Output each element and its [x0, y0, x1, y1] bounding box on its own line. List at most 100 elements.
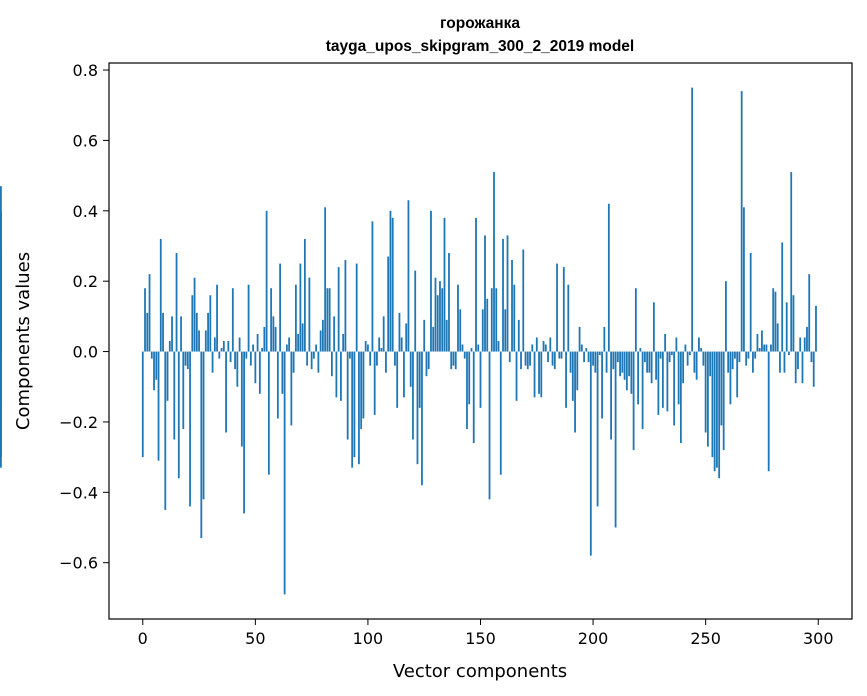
bar-87 [337, 267, 340, 352]
bar-175 [535, 337, 538, 352]
bar-264 [736, 351, 739, 398]
bar-133 [441, 288, 444, 352]
bar-49 [252, 344, 254, 352]
bar-undefined [0, 210, 2, 352]
bar-244 [691, 87, 694, 352]
bar-166 [515, 351, 518, 401]
bar-147 [472, 351, 475, 444]
bar-204 [601, 351, 603, 419]
bar-154 [488, 351, 491, 500]
bar-36 [222, 341, 225, 352]
bar-54 [263, 326, 266, 352]
bar-222 [641, 351, 644, 429]
bar-51 [256, 333, 259, 352]
bar-52 [258, 351, 261, 394]
bar-290 [794, 351, 797, 384]
bar-170 [524, 351, 527, 366]
x-tick-label: 0 [138, 629, 148, 648]
bar-172 [529, 351, 531, 366]
bar-263 [734, 351, 736, 359]
x-tick-label: 150 [465, 629, 496, 648]
bar-43 [238, 337, 241, 352]
bar-180 [547, 351, 549, 363]
bar-139 [454, 351, 457, 370]
bar-21 [189, 351, 191, 507]
chart-title: горожанка [440, 15, 520, 32]
bar-184 [556, 263, 558, 352]
bar-128 [430, 210, 432, 352]
bar-276 [763, 344, 766, 352]
bar-233 [666, 351, 669, 412]
bar-119 [409, 351, 412, 387]
y-tick-label: 0.4 [73, 202, 98, 221]
y-tick-label: 0.0 [73, 343, 98, 362]
bar-105 [378, 337, 381, 352]
bar-162 [506, 235, 509, 352]
bar-260 [727, 351, 730, 373]
bar-89 [342, 333, 345, 352]
bar-66 [290, 351, 293, 426]
bar-74 [308, 277, 311, 352]
bar-53 [261, 348, 263, 352]
bar-227 [652, 302, 655, 352]
bar-190 [569, 351, 572, 373]
bar-178 [542, 341, 545, 352]
bar-253 [711, 351, 714, 458]
bar-85 [333, 316, 336, 352]
bar-256 [718, 351, 721, 479]
bar-251 [707, 351, 709, 447]
bar-90 [344, 260, 347, 352]
bar-68 [294, 284, 297, 352]
bar-46 [245, 351, 248, 359]
bar-34 [218, 351, 221, 359]
bar-215 [625, 351, 628, 391]
bar-277 [765, 344, 768, 352]
bar-243 [688, 351, 691, 356]
bar-267 [743, 207, 745, 352]
bar-132 [439, 281, 441, 352]
bar-140 [457, 284, 459, 352]
bar-15 [175, 253, 178, 352]
bar-187 [562, 267, 565, 352]
bar-248 [700, 348, 703, 352]
bars-group [0, 87, 817, 595]
bar-214 [623, 351, 626, 380]
bar-234 [668, 351, 671, 363]
bar-150 [479, 351, 482, 408]
bar-145 [468, 351, 471, 405]
bar-261 [729, 351, 732, 405]
bar-258 [722, 351, 725, 451]
bar-254 [713, 351, 716, 472]
bar-110 [389, 210, 392, 352]
bar-217 [630, 351, 633, 394]
bar-196 [583, 351, 585, 363]
bar-167 [517, 319, 520, 352]
x-tick-label: 300 [803, 629, 834, 648]
bar-127 [427, 351, 430, 370]
bar-109 [387, 256, 390, 352]
bar-5 [153, 351, 155, 391]
bar-156 [493, 172, 495, 352]
x-tick-label: 100 [353, 629, 384, 648]
bar-288 [790, 172, 793, 352]
bar-270 [749, 253, 752, 352]
bar-39 [229, 351, 232, 363]
bar-191 [571, 351, 574, 401]
bar-97 [360, 351, 363, 429]
bar-69 [297, 333, 300, 352]
bar-101 [369, 351, 372, 366]
bar-88 [340, 351, 342, 401]
bar-289 [792, 295, 795, 352]
bar-48 [249, 351, 252, 366]
bar-35 [220, 348, 223, 352]
bar-65 [288, 337, 291, 352]
bar-226 [650, 351, 653, 384]
bar-189 [567, 284, 570, 352]
bar-11 [166, 351, 169, 401]
bar-136 [448, 253, 450, 352]
bar-169 [522, 249, 525, 352]
bar-50 [254, 351, 257, 384]
bar-220 [637, 351, 640, 405]
bar-295 [806, 326, 808, 352]
bar-245 [693, 351, 696, 373]
